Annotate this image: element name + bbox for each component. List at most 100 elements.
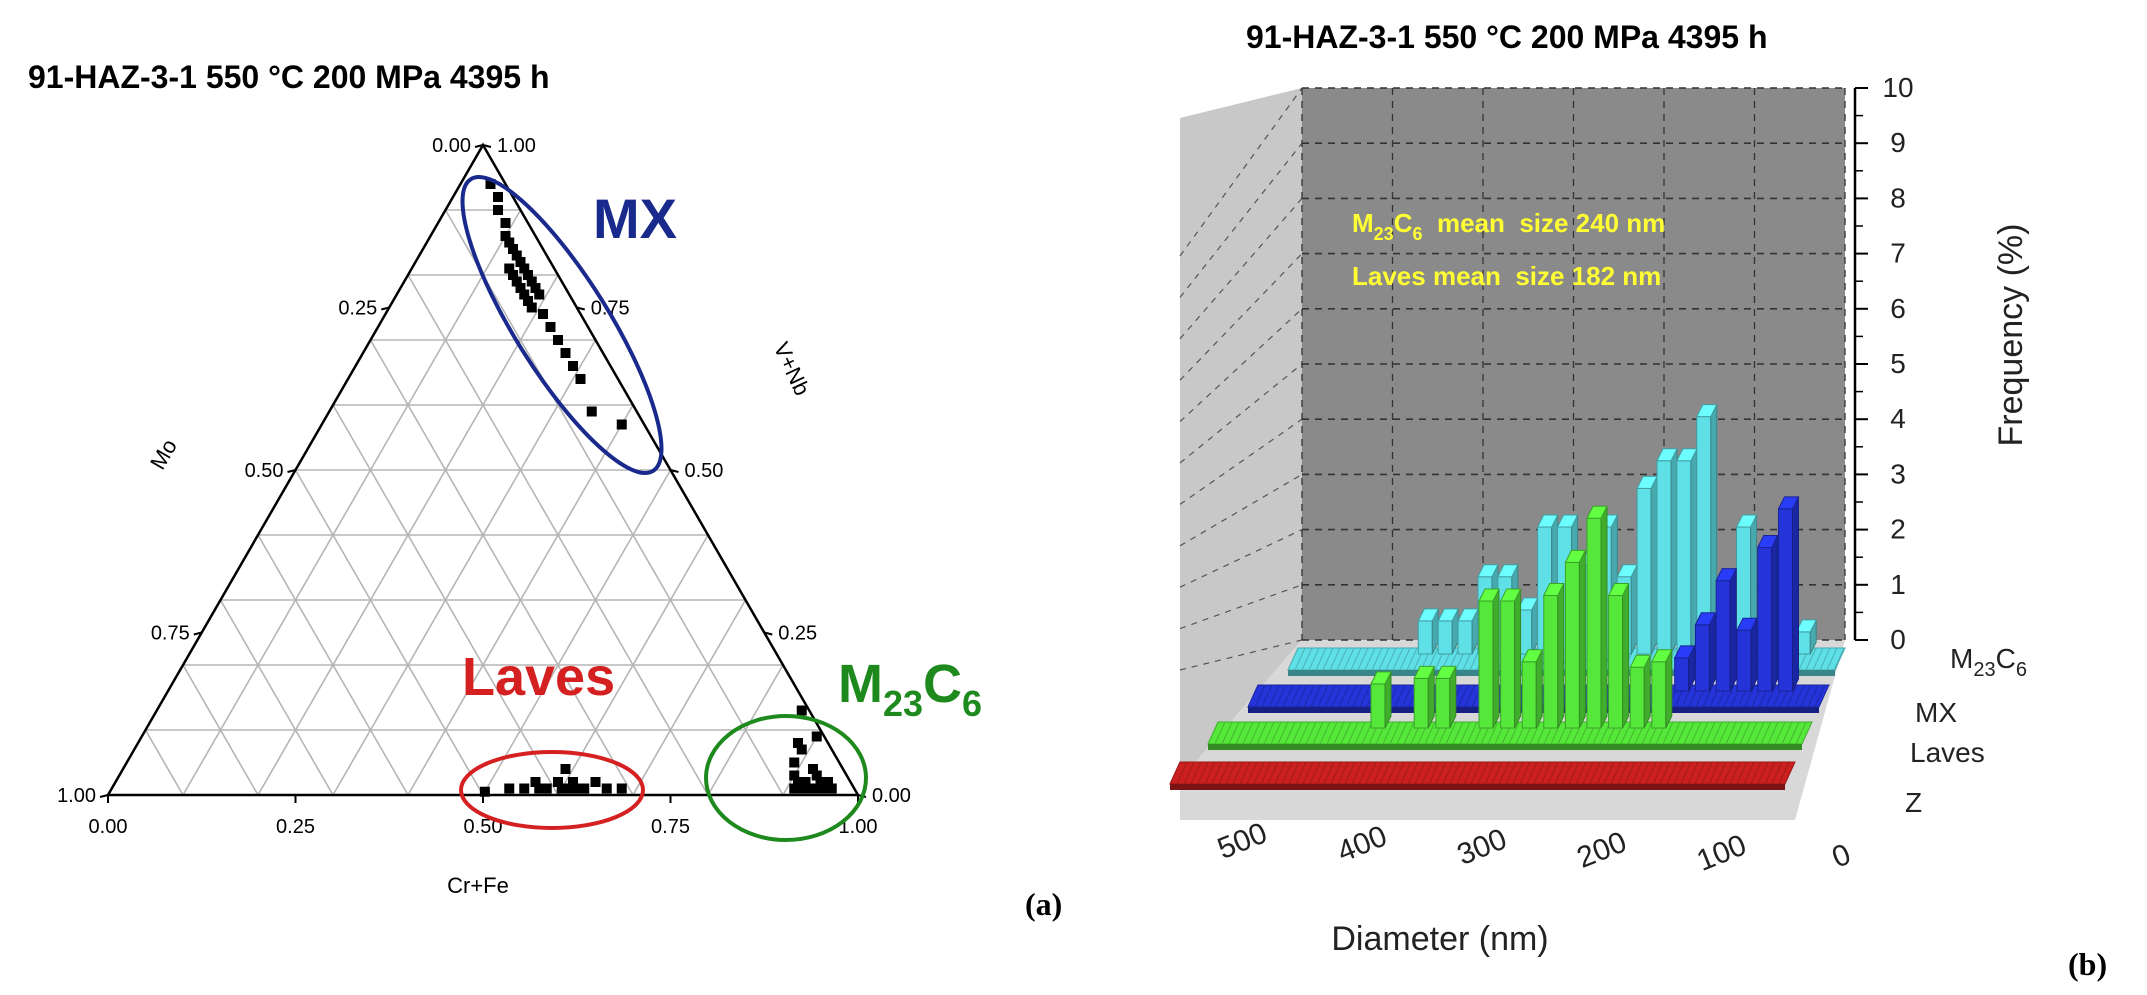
m23c6-mean-annotation: M23C6 mean size 240 nm: [1352, 208, 1665, 244]
base-hatch: [1389, 721, 1401, 745]
base-hatch: [1324, 684, 1336, 708]
data-point: [530, 283, 541, 293]
base-hatch: [1729, 761, 1741, 785]
bottom-tick-label: 0.75: [651, 816, 690, 838]
base-hatch: [1260, 761, 1272, 785]
data-point: [511, 250, 522, 261]
data-point: [556, 783, 567, 794]
series-laves-bars: [1207, 505, 1813, 750]
base-hatch: [1466, 721, 1478, 745]
data-point: [616, 419, 627, 430]
bar3d-title: 91-HAZ-3-1 550 °C 200 MPa 4395 h: [1246, 19, 1767, 55]
tick: [287, 469, 296, 473]
ternary-axis-label-left: Mo: [145, 435, 182, 474]
base-hatch: [1305, 721, 1317, 745]
data-point: [511, 276, 522, 287]
base-hatch: [1445, 721, 1457, 745]
bar: [1413, 677, 1429, 729]
bar-top: [1656, 448, 1678, 462]
bar: [1651, 661, 1667, 729]
base-hatch: [1232, 761, 1244, 785]
base-hatch: [1659, 761, 1671, 785]
base-hatch: [1487, 721, 1499, 745]
base-hatch: [1358, 761, 1370, 785]
grid-line: [369, 339, 634, 796]
bar-top: [1777, 496, 1800, 510]
data-point: [526, 302, 537, 313]
base-hatch: [1351, 761, 1363, 785]
diameter-tick-label: 0: [1828, 838, 1856, 875]
laves-mean-annotation: Laves mean size 182 nm: [1352, 261, 1661, 291]
base-hatch: [1463, 761, 1475, 785]
grid-line: [182, 664, 259, 796]
right-tick-label: 0.00: [872, 785, 911, 807]
data-point: [811, 770, 822, 781]
right-tick-label: 0.50: [685, 460, 724, 482]
base-hatch: [1526, 761, 1538, 785]
base-hatch: [1399, 647, 1411, 671]
left-tick-label: 0.25: [338, 298, 377, 320]
data-point: [515, 257, 526, 267]
base-hatch: [1379, 761, 1391, 785]
data-point: [789, 770, 800, 781]
base-hatch: [1275, 684, 1287, 708]
data-point: [508, 270, 518, 280]
data-point: [804, 783, 815, 794]
base-hatch: [1393, 761, 1405, 785]
base-hatch: [1788, 721, 1800, 745]
base-hatch: [1744, 684, 1756, 708]
data-point: [616, 783, 627, 794]
bar-side: [1600, 506, 1608, 729]
grid-line: [482, 469, 672, 796]
base-hatch: [1247, 684, 1259, 708]
z-tick-label: 2: [1890, 514, 1906, 545]
base-hatch: [1323, 761, 1335, 785]
side-grid-line: [1179, 639, 1303, 671]
z-tick-label: 7: [1890, 238, 1906, 269]
base-hatch: [1249, 721, 1261, 745]
data-point: [504, 263, 515, 274]
base-hatch: [1561, 761, 1573, 785]
mx-group-ellipse: [460, 175, 664, 475]
base-hatch: [1812, 647, 1824, 671]
base-hatch: [1296, 684, 1308, 708]
base-hatch: [1330, 761, 1342, 785]
base-hatch: [1676, 721, 1688, 745]
bar: [1674, 657, 1690, 692]
tick: [576, 306, 585, 311]
side-grid-line: [1179, 363, 1303, 464]
data-point: [826, 783, 837, 794]
base-hatch: [1176, 761, 1188, 785]
base-hatch: [1641, 721, 1653, 745]
bar3d-panel: 91-HAZ-3-1 550 °C 200 MPa 4395 h 0 1 2 3 4 5 6…: [1169, 19, 2107, 982]
bar: [1435, 677, 1451, 729]
data-point: [493, 205, 503, 215]
bar-top: [1586, 505, 1608, 519]
data-point: [793, 738, 803, 748]
data-point: [564, 783, 575, 794]
base-hatch: [1547, 761, 1559, 785]
bar: [1757, 546, 1773, 692]
base-hatch: [1284, 721, 1296, 745]
base-hatch: [1701, 761, 1713, 785]
base-hatch: [1406, 647, 1418, 671]
data-point: [538, 309, 548, 319]
base-hatch: [1295, 761, 1307, 785]
frequency-axis-label: Frequency (%): [1992, 224, 2030, 447]
frequency-tick-labels: 0 1 2 3 4 5 6 7 8 9 10: [1882, 72, 1913, 655]
series-label-z: Z: [1905, 787, 1922, 818]
laves-label: Laves: [462, 647, 615, 707]
base-hatch: [1477, 761, 1489, 785]
grid-line: [219, 599, 334, 796]
data-point: [590, 777, 601, 787]
data-point: [519, 783, 530, 794]
tick: [474, 144, 484, 148]
bar-side: [1729, 568, 1737, 692]
series-z-bars: [1169, 761, 1796, 790]
base-hatch: [1211, 761, 1223, 785]
base-hatch: [1301, 647, 1313, 671]
base-hatch: [1343, 647, 1355, 671]
side-grid-line: [1179, 87, 1303, 257]
data-point: [519, 263, 530, 274]
z-tick-label: 10: [1882, 72, 1913, 103]
